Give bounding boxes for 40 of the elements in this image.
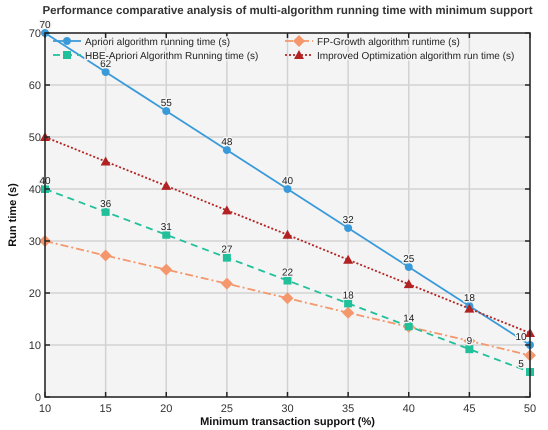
data-label: 25 — [403, 254, 415, 265]
y-tick-label: 10 — [28, 340, 41, 352]
x-tick-label: 20 — [160, 403, 172, 415]
x-tick-label: 10 — [38, 403, 52, 415]
x-tick-label: 40 — [402, 403, 415, 415]
y-tick-label: 60 — [28, 80, 41, 92]
data-label: 48 — [221, 137, 233, 148]
chart-title: Performance comparative analysis of multi-algorithm running time with minimum support — [42, 5, 533, 17]
data-label: 62 — [100, 59, 112, 70]
legend-label: Apriori algorithm running time (s) — [85, 37, 230, 48]
data-label: 32 — [342, 215, 354, 226]
data-label: 5 — [518, 359, 524, 370]
data-label: 18 — [464, 293, 476, 304]
y-tick-label: 30 — [28, 236, 41, 248]
y-tick-label: 50 — [28, 132, 41, 144]
data-label: 14 — [403, 313, 415, 324]
y-tick-label: 70 — [28, 28, 41, 40]
data-label: 9 — [466, 336, 473, 348]
data-label: 55 — [160, 98, 172, 109]
x-tick-label: 25 — [220, 403, 233, 415]
legend-label: Improved Optimization algorithm run time (s) — [317, 51, 514, 62]
x-tick-label: 15 — [100, 403, 112, 415]
data-label: 40 — [282, 176, 294, 187]
x-tick-label: 50 — [524, 403, 536, 415]
legend-label: FP-Growth algorithm runtime (s) — [317, 37, 460, 48]
data-label: 22 — [282, 268, 294, 279]
y-tick-label: 20 — [28, 288, 41, 300]
data-label: 36 — [100, 198, 112, 210]
y-tick-label: 40 — [28, 184, 41, 196]
data-label: 18 — [342, 290, 354, 302]
y-axis-title: Run time (s) — [7, 182, 19, 247]
x-tick-label: 45 — [463, 403, 476, 415]
legend-label: HBE-Apriori Algorithm Running time (s) — [85, 51, 258, 62]
data-label: 31 — [160, 222, 172, 233]
x-tick-label: 35 — [342, 403, 354, 415]
data-label: 70 — [39, 20, 51, 31]
x-axis-title: Minimum transaction support (%) — [200, 416, 376, 428]
data-label: 27 — [221, 244, 233, 256]
y-tick-label: 0 — [34, 392, 41, 404]
x-tick-label: 30 — [281, 403, 294, 415]
